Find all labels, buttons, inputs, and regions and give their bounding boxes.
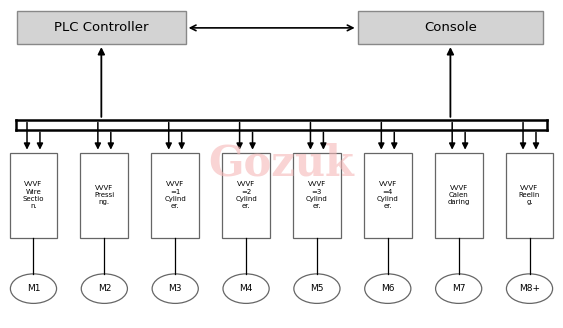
Ellipse shape <box>507 274 553 303</box>
FancyBboxPatch shape <box>358 11 543 44</box>
Text: M2: M2 <box>97 284 111 293</box>
Text: VVVF
=4
Cylind
er.: VVVF =4 Cylind er. <box>377 181 399 209</box>
Text: VVVF
=1
Cylind
er.: VVVF =1 Cylind er. <box>164 181 186 209</box>
FancyBboxPatch shape <box>81 153 128 238</box>
Text: PLC Controller: PLC Controller <box>54 21 149 34</box>
Text: Console: Console <box>424 21 477 34</box>
Text: M4: M4 <box>239 284 253 293</box>
FancyBboxPatch shape <box>364 153 412 238</box>
Ellipse shape <box>294 274 340 303</box>
Text: VVVF
=2
Cylind
er.: VVVF =2 Cylind er. <box>235 181 257 209</box>
Text: VVVF
=3
Cylind
er.: VVVF =3 Cylind er. <box>306 181 328 209</box>
Text: M5: M5 <box>310 284 324 293</box>
Text: M8+: M8+ <box>519 284 540 293</box>
Ellipse shape <box>10 274 56 303</box>
FancyBboxPatch shape <box>17 11 186 44</box>
Text: VVVF
Pressi
ng.: VVVF Pressi ng. <box>94 185 114 205</box>
Ellipse shape <box>81 274 127 303</box>
Text: VVVF
Wire
Sectio
n.: VVVF Wire Sectio n. <box>23 181 44 209</box>
Ellipse shape <box>436 274 482 303</box>
FancyBboxPatch shape <box>506 153 553 238</box>
Text: VVVF
Reelin
g.: VVVF Reelin g. <box>519 185 540 205</box>
Text: M1: M1 <box>26 284 40 293</box>
FancyBboxPatch shape <box>222 153 270 238</box>
Text: VVVF
Calen
daring: VVVF Calen daring <box>448 185 470 205</box>
FancyBboxPatch shape <box>293 153 341 238</box>
Text: M7: M7 <box>452 284 466 293</box>
Text: M6: M6 <box>381 284 395 293</box>
FancyBboxPatch shape <box>151 153 199 238</box>
Text: Gozuk: Gozuk <box>209 143 354 185</box>
FancyBboxPatch shape <box>435 153 482 238</box>
Text: M3: M3 <box>168 284 182 293</box>
Ellipse shape <box>223 274 269 303</box>
Ellipse shape <box>365 274 411 303</box>
FancyBboxPatch shape <box>10 153 57 238</box>
Ellipse shape <box>152 274 198 303</box>
